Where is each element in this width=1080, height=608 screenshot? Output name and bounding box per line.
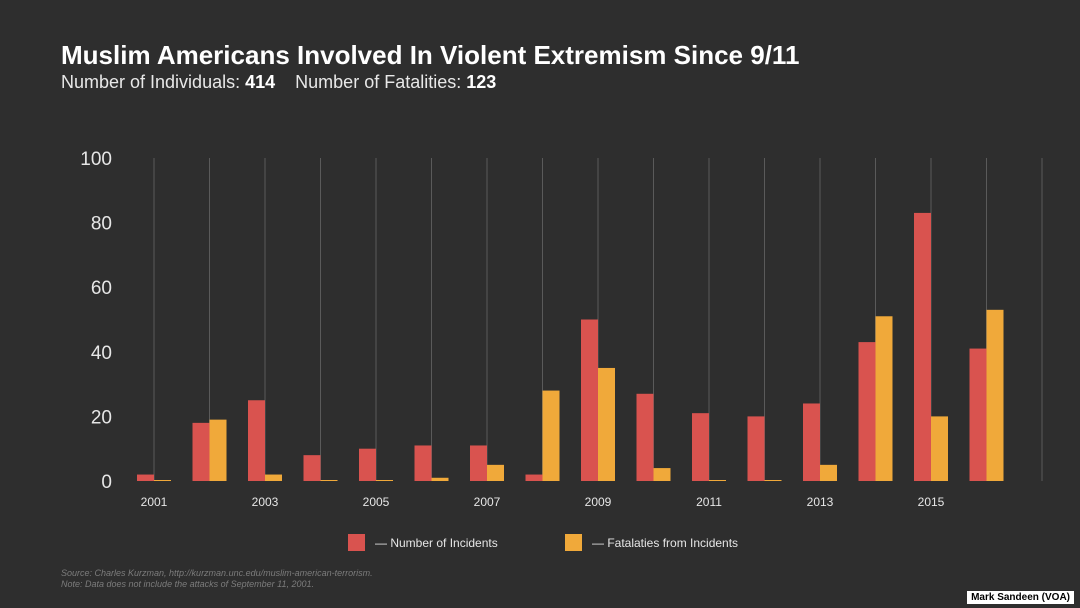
individuals-value: 414 <box>245 72 276 92</box>
bar-incidents <box>137 474 154 481</box>
x-tick-label: 2013 <box>807 495 834 509</box>
bar-incidents <box>858 342 876 481</box>
x-tick-label: 2015 <box>918 495 945 509</box>
bar-fatalities <box>875 316 893 481</box>
bar-incidents <box>803 403 820 481</box>
legend-swatch-fatalities <box>565 534 582 551</box>
note-line: Note: Data does not include the attacks … <box>61 579 314 589</box>
bar-incidents <box>359 448 376 481</box>
bar-fatalities <box>154 480 171 481</box>
photo-credit: Mark Sandeen (VOA) <box>967 591 1074 604</box>
fatalities-value: 123 <box>466 72 497 92</box>
bar-fatalities <box>764 480 782 481</box>
bar-fatalities <box>709 480 726 481</box>
bar-incidents <box>636 393 654 481</box>
bar-incidents <box>692 413 709 481</box>
x-tick-label: 2011 <box>696 495 722 509</box>
bar-incidents <box>581 319 598 481</box>
x-tick-label: 2007 <box>474 495 501 509</box>
x-tick-label: 2003 <box>252 495 279 509</box>
bar-fatalities <box>431 477 449 481</box>
legend-item-fatalities: — Fatalaties from Incidents <box>565 534 738 551</box>
bar-fatalities <box>376 480 393 481</box>
bar-incidents <box>414 445 432 481</box>
bar-incidents <box>969 348 987 481</box>
y-tick-label: 20 <box>91 407 112 428</box>
legend-item-incidents: — Number of Incidents <box>348 534 498 551</box>
bar-fatalities <box>320 480 338 481</box>
y-tick-label: 40 <box>91 343 112 364</box>
bar-fatalities <box>487 464 504 481</box>
individuals-label: Number of Individuals: <box>61 72 241 92</box>
bar-fatalities <box>653 468 671 481</box>
bar-incidents <box>525 474 543 481</box>
x-tick-label: 2005 <box>363 495 390 509</box>
bar-fatalities <box>209 419 227 481</box>
chart-subtitle: Number of Individuals: 414 Number of Fat… <box>61 72 496 93</box>
bar-fatalities <box>265 474 282 481</box>
bar-fatalities <box>542 390 560 481</box>
bar-incidents <box>914 212 931 481</box>
source-note: Source: Charles Kurzman, http://kurzman.… <box>61 568 373 590</box>
source-line: Source: Charles Kurzman, http://kurzman.… <box>61 568 373 578</box>
bar-fatalities <box>986 309 1004 481</box>
legend-label-incidents: — Number of Incidents <box>375 535 498 550</box>
y-tick-label: 60 <box>91 278 112 299</box>
bar-incidents <box>192 422 210 481</box>
bar-fatalities <box>820 464 837 481</box>
bar-incidents <box>470 445 487 481</box>
bar-incidents <box>747 416 765 481</box>
y-tick-label: 80 <box>91 214 112 235</box>
x-tick-label: 2001 <box>141 495 168 509</box>
chart-title: Muslim Americans Involved In Violent Ext… <box>61 40 800 70</box>
chart-legend: — Number of Incidents — Fatalaties from … <box>0 534 1080 554</box>
x-tick-label: 2009 <box>585 495 612 509</box>
y-tick-label: 0 <box>101 472 112 493</box>
bar-incidents <box>248 400 265 481</box>
bar-chart: 0 20 40 60 80 100 2001 2003 2005 2007 2009 2011 2013… <box>80 149 1043 509</box>
bar-fatalities <box>931 416 948 481</box>
legend-label-fatalities: — Fatalaties from Incidents <box>592 535 739 550</box>
legend-swatch-incidents <box>348 534 365 551</box>
bar-incidents <box>303 455 321 481</box>
fatalities-label: Number of Fatalities: <box>295 72 462 92</box>
bar-fatalities <box>598 367 615 481</box>
y-tick-label: 100 <box>80 149 112 170</box>
